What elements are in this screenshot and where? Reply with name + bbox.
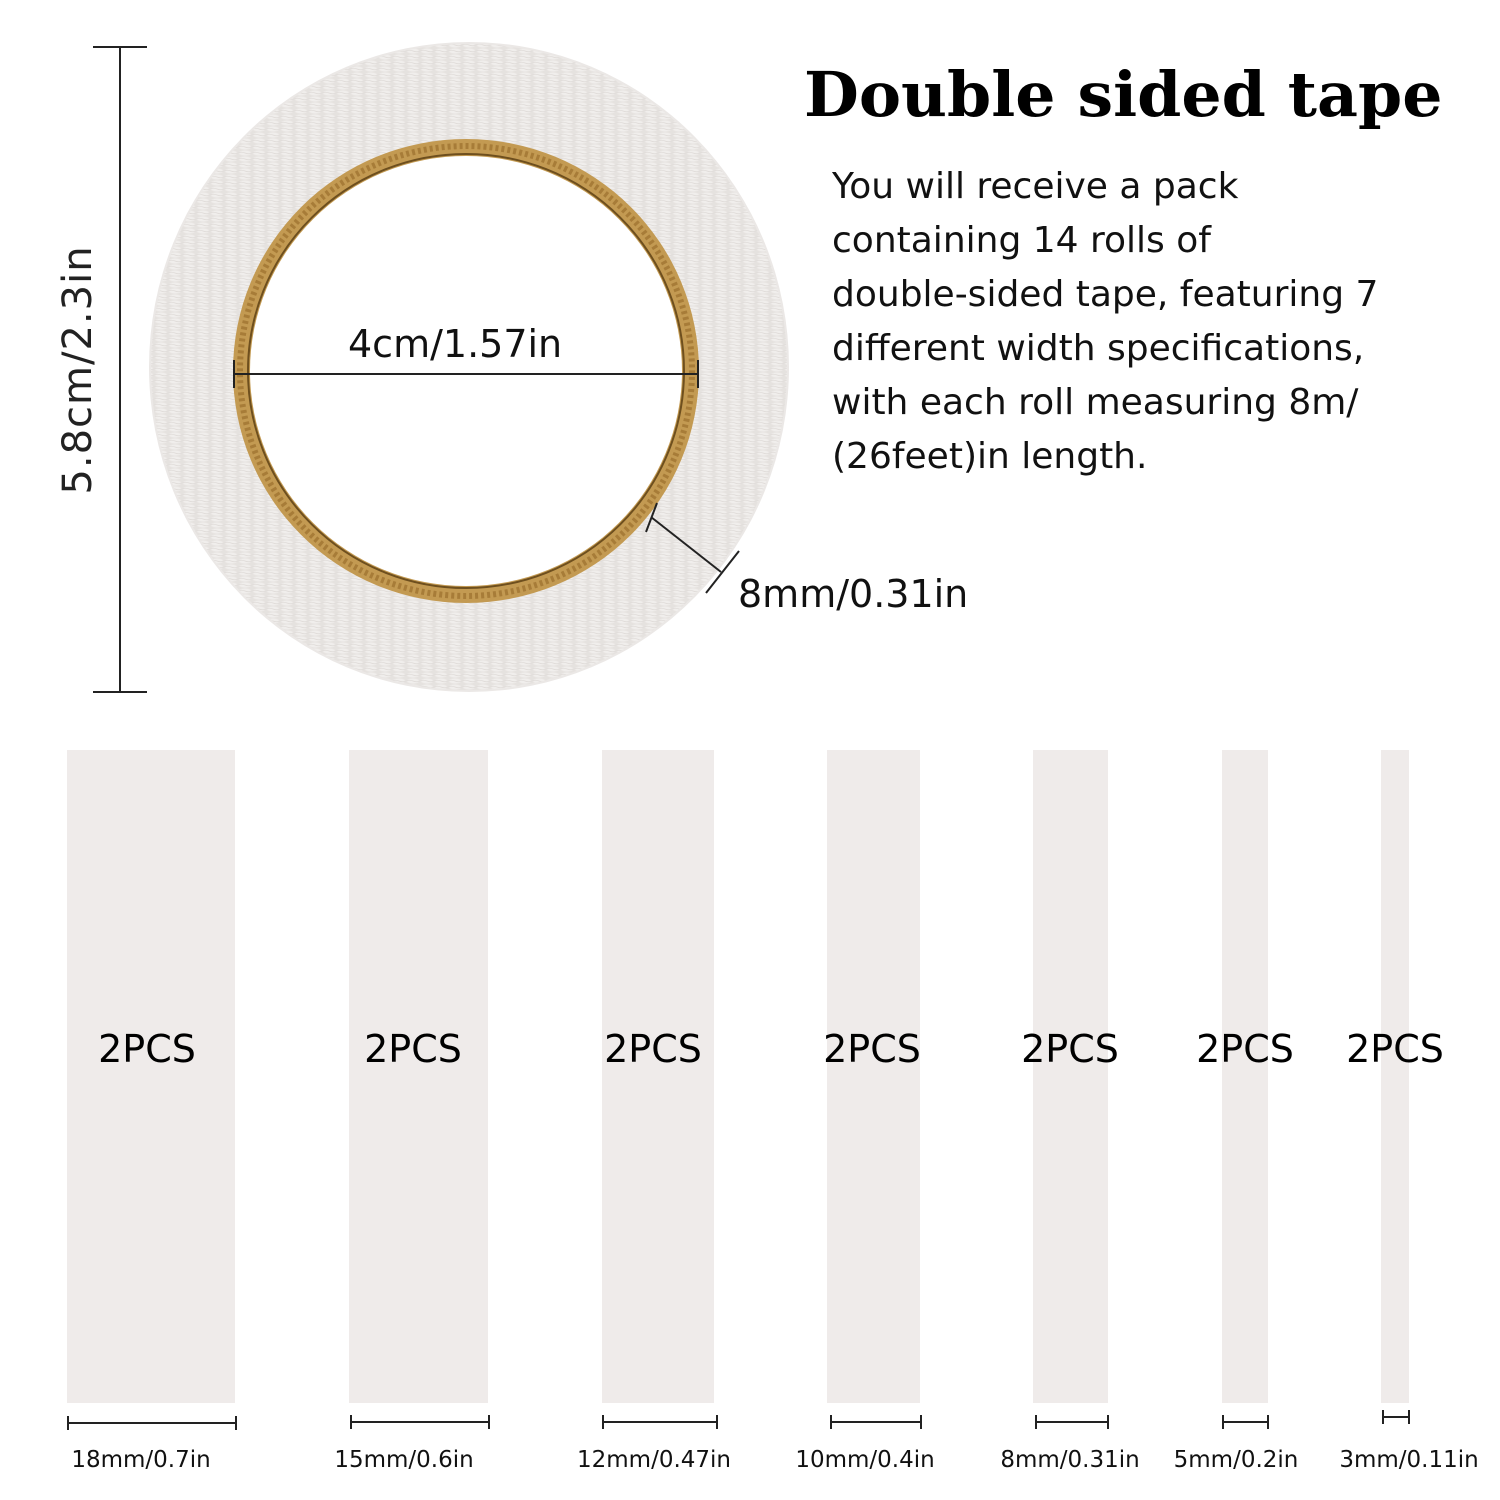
tape-roll-hole [250, 156, 682, 586]
product-description: You will receive a pack containing 14 ro… [832, 160, 1472, 484]
strip-quantity: 2PCS [98, 1027, 196, 1071]
description-line: (26feet)in length. [832, 436, 1148, 477]
strip-size-label: 8mm/0.31in [1000, 1447, 1140, 1473]
strip-size-label: 10mm/0.4in [795, 1447, 935, 1473]
strip-quantity: 2PCS [823, 1027, 921, 1071]
strip-size-label: 15mm/0.6in [334, 1447, 474, 1473]
page-title: Double sided tape [804, 58, 1443, 131]
tape-strip-8mm [1033, 750, 1108, 1403]
description-line: different width specifications, [832, 328, 1365, 369]
strip-quantity: 2PCS [364, 1027, 462, 1071]
strip-size-label: 18mm/0.7in [71, 1447, 211, 1473]
tape-roll-illustration [93, 42, 789, 693]
outer-diameter-dimension [93, 46, 147, 693]
strip-width-dimension [1035, 1415, 1109, 1429]
inner-diameter-dimension [233, 360, 699, 388]
strip-quantity: 2PCS [1021, 1027, 1119, 1071]
strip-size-label: 5mm/0.2in [1173, 1447, 1299, 1473]
description-line: with each roll measuring 8m/ [832, 382, 1359, 423]
strip-quantity: 2PCS [604, 1027, 702, 1071]
strip-width-dimension [67, 1416, 237, 1430]
description-line: double-sided tape, featuring 7 [832, 274, 1379, 315]
tape-strip-15mm [349, 750, 488, 1403]
tape-strip-3mm [1381, 750, 1409, 1403]
strip-width-dimension [1382, 1410, 1410, 1424]
strip-width-dimension [602, 1415, 718, 1429]
description-line: You will receive a pack [832, 166, 1239, 207]
strip-size-label: 3mm/0.11in [1339, 1447, 1479, 1473]
tape-strip-5mm [1222, 750, 1268, 1403]
tape-strip-12mm [602, 750, 714, 1403]
strip-width-dimension [350, 1415, 490, 1429]
tape-width-label: 8mm/0.31in [738, 572, 969, 616]
strip-width-dimension [830, 1415, 922, 1429]
strip-quantity: 2PCS [1196, 1027, 1294, 1071]
strip-width-dimension [1222, 1415, 1269, 1429]
tape-strip-18mm [67, 750, 235, 1403]
inner-diameter-label: 4cm/1.57in [348, 322, 563, 366]
strip-size-label: 12mm/0.47in [576, 1447, 732, 1473]
outer-diameter-label: 5.8cm/2.3in [55, 245, 101, 495]
description-line: containing 14 rolls of [832, 220, 1211, 261]
strip-quantity: 2PCS [1346, 1027, 1444, 1071]
tape-width-dimension [645, 502, 740, 594]
tape-strip-10mm [827, 750, 920, 1403]
